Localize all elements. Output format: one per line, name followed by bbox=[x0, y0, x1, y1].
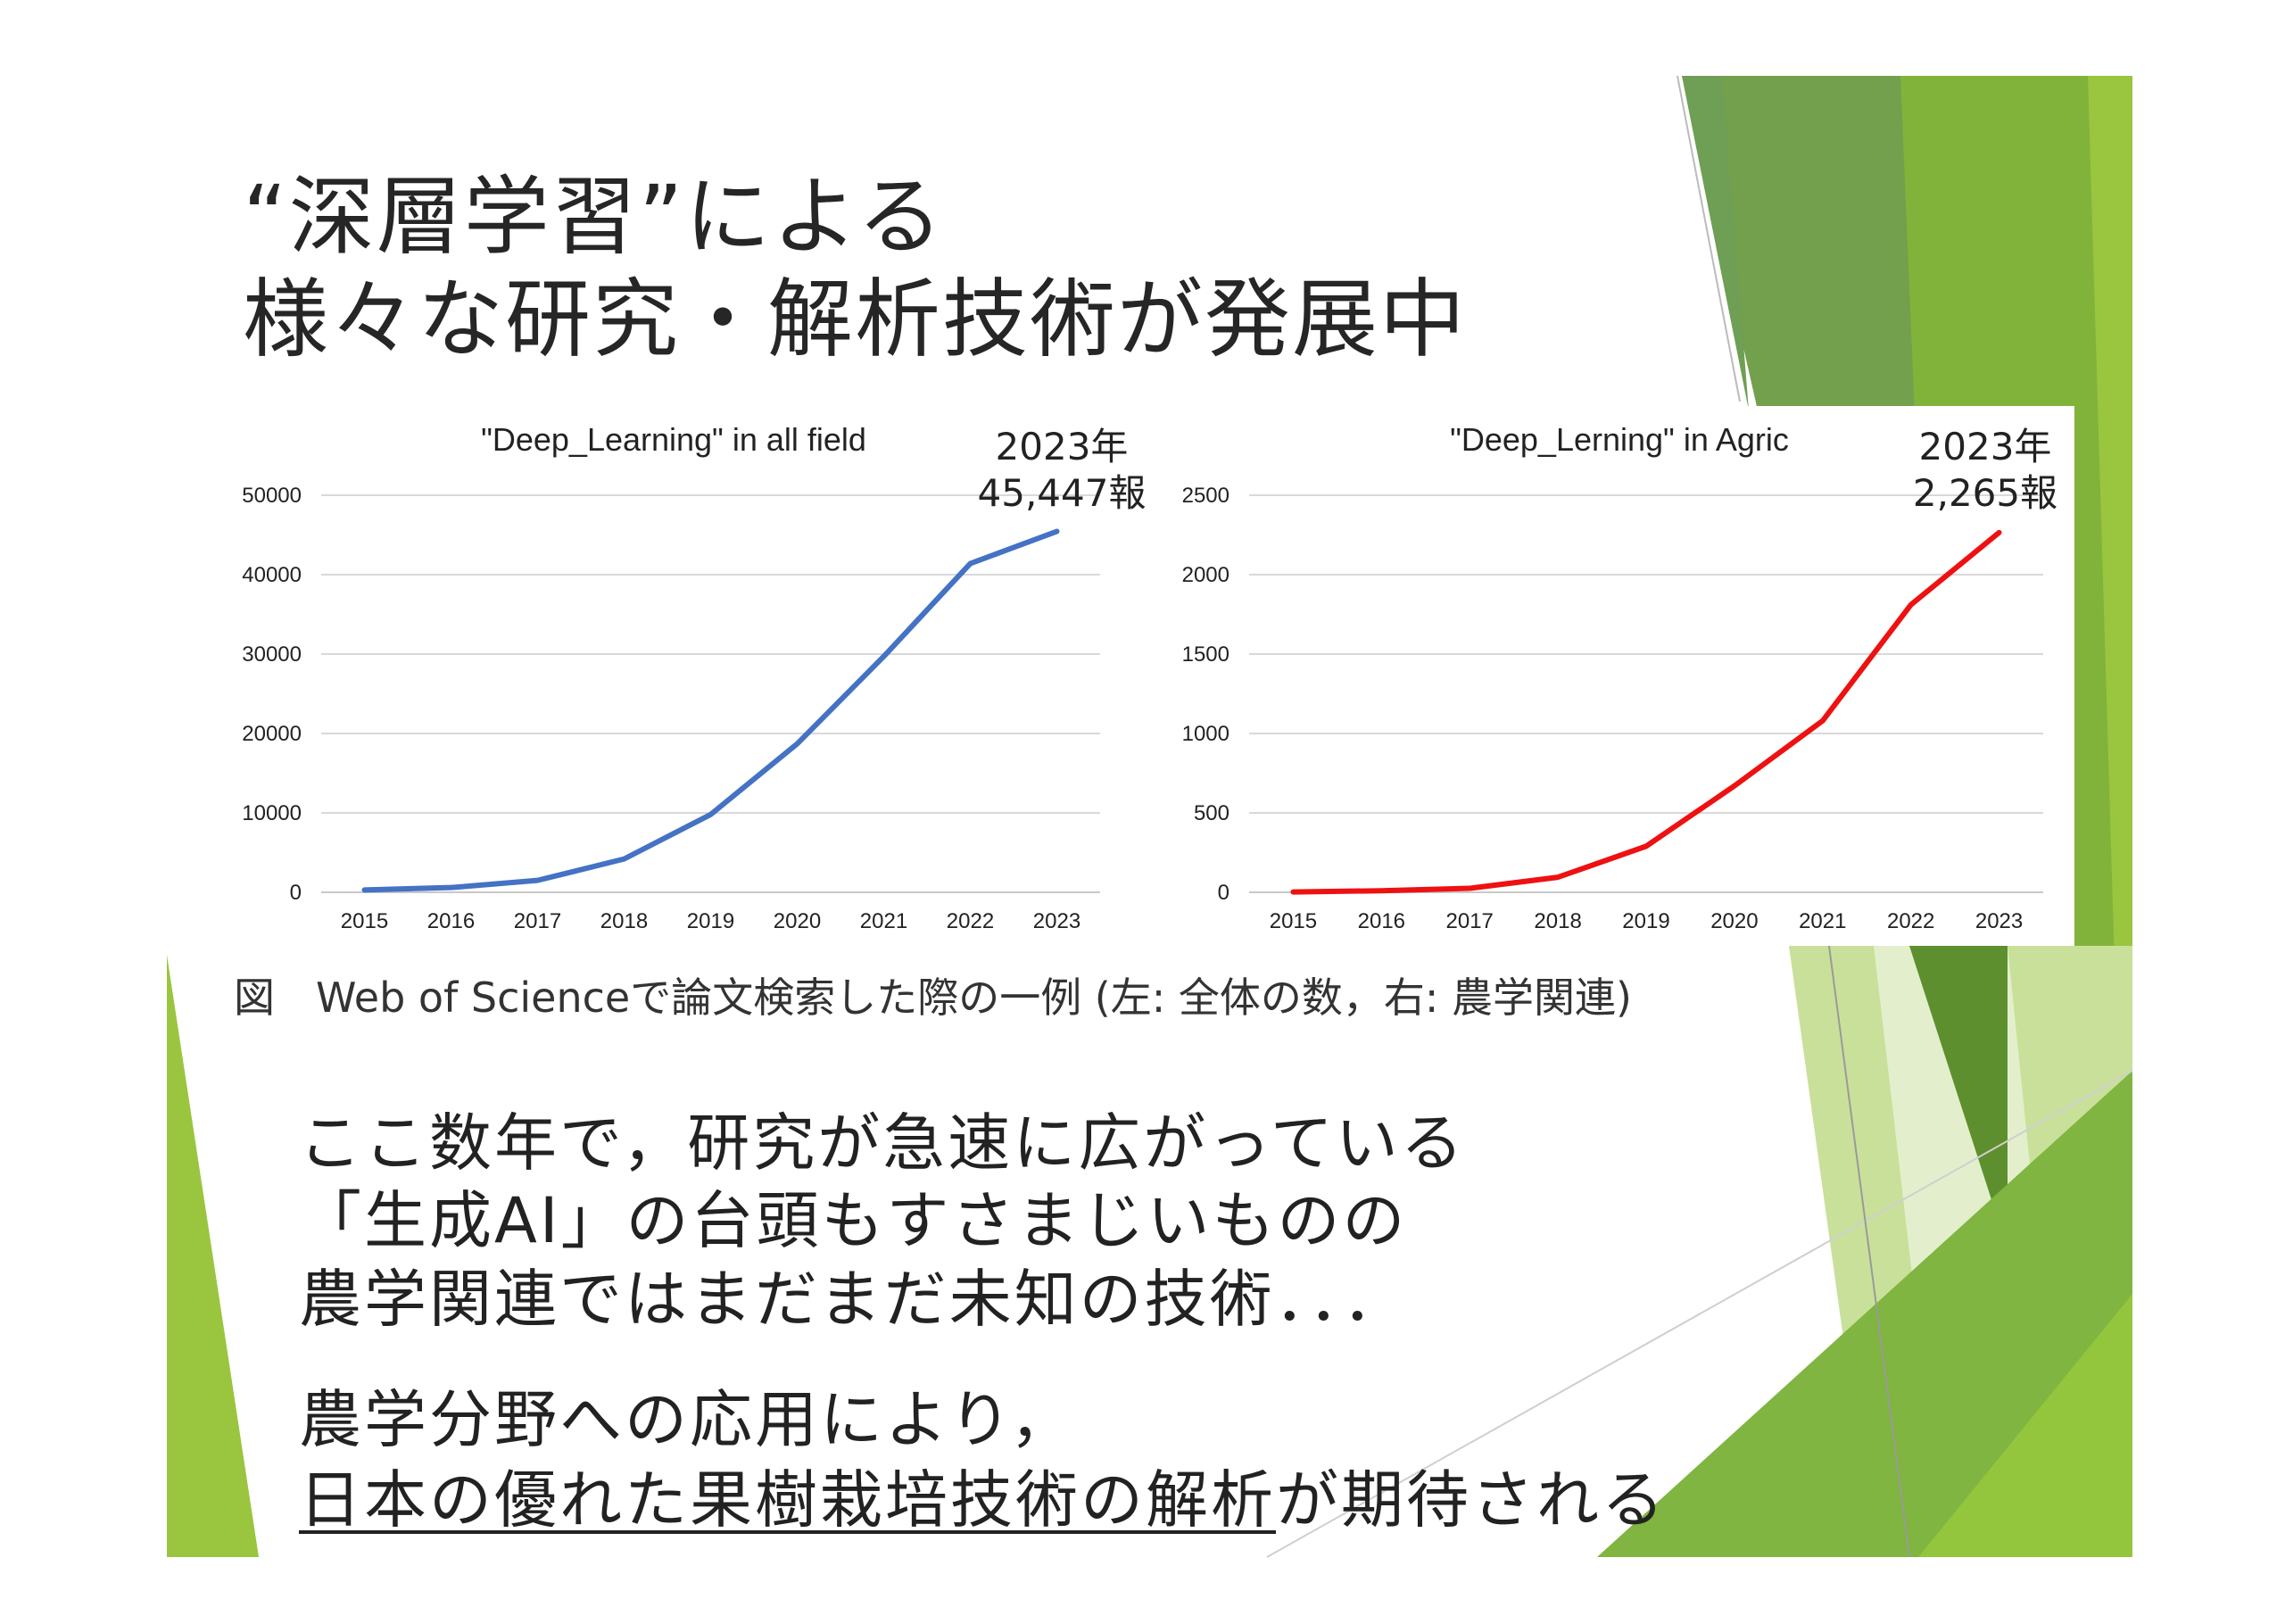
y-tick-label: 2500 bbox=[1182, 484, 1229, 508]
y-tick-label: 500 bbox=[1194, 801, 1229, 825]
x-tick-label: 2019 bbox=[1622, 909, 1669, 933]
deco-shape-bottom-large bbox=[1597, 1071, 2132, 1557]
deco-shape-dark-triangle bbox=[1909, 946, 2008, 1249]
x-tick-label: 2017 bbox=[1446, 909, 1494, 933]
deco-line-top bbox=[1676, 75, 1741, 402]
underlined-phrase: 日本の優れた果樹栽培技術の解析 bbox=[299, 1463, 1276, 1537]
chart-title: "Deep_Lerning" in Agric bbox=[1450, 421, 1789, 458]
body-line-1: ここ数年で，研究が急速に広がっている bbox=[299, 1106, 1466, 1180]
y-tick-label: 1500 bbox=[1182, 642, 1229, 667]
body-line-5: 日本の優れた果樹栽培技術の解析が期待される bbox=[299, 1450, 1667, 1540]
x-tick-label: 2021 bbox=[860, 909, 907, 933]
y-tick-label: 20000 bbox=[242, 722, 302, 746]
annotation-label: 2023年 bbox=[996, 425, 1129, 468]
line-chart-all-field: "Deep_Learning" in all field 0 10000 20000 3… bbox=[242, 421, 1147, 933]
x-tick-label: 2020 bbox=[1710, 909, 1758, 933]
series-line bbox=[1290, 529, 2002, 895]
x-tick-label: 2015 bbox=[1270, 909, 1317, 933]
annotation-label: 45,447報 bbox=[978, 471, 1147, 515]
x-tick-label: 2023 bbox=[1033, 909, 1080, 933]
deco-line-mid bbox=[1828, 945, 1910, 1558]
body-line-2: 「生成AI」の台頭もすさまじいものの bbox=[299, 1184, 1408, 1257]
x-tick-label: 2016 bbox=[1358, 909, 1405, 933]
x-tick-label: 2021 bbox=[1799, 909, 1846, 933]
body-line-3: 農学関連ではまだまだ未知の技術．．． bbox=[299, 1263, 1408, 1336]
x-tick-label: 2020 bbox=[774, 909, 821, 933]
y-tick-label: 10000 bbox=[242, 801, 302, 825]
x-tick-label: 2023 bbox=[1975, 909, 2023, 933]
x-tick-label: 2016 bbox=[427, 909, 475, 933]
body-line-4: 農学分野への応用により， bbox=[299, 1383, 1075, 1456]
annotation-label: 2023年 bbox=[1919, 425, 2052, 468]
annotation-label: 2,265報 bbox=[1913, 471, 2057, 515]
y-tick-label: 50000 bbox=[242, 484, 302, 508]
y-tick-label: 0 bbox=[290, 881, 302, 905]
y-tick-label: 0 bbox=[1218, 881, 1229, 905]
chart-title: "Deep_Learning" in all field bbox=[481, 421, 866, 458]
deco-shape-thin bbox=[1682, 76, 1749, 410]
deco-shape-left bbox=[167, 955, 259, 1557]
x-tick-label: 2018 bbox=[1534, 909, 1581, 933]
slide-title-line-1: “深層学習”による bbox=[243, 167, 945, 267]
deco-shape-bottom-small bbox=[1918, 1294, 2132, 1557]
x-tick-label: 2022 bbox=[1887, 909, 1934, 933]
x-tick-label: 2019 bbox=[687, 909, 734, 933]
y-tick-label: 30000 bbox=[242, 642, 302, 667]
series-line bbox=[361, 528, 1060, 893]
deco-line-bottom bbox=[1266, 1070, 2133, 1558]
chart-panel-all-field: "Deep_Learning" in all field 0 10000 20000 3… bbox=[219, 406, 1164, 950]
chart-panel-agric: "Deep_Lerning" in Agric 0 500 1000 1500 2000 2… bbox=[1164, 406, 2074, 946]
x-tick-label: 2022 bbox=[947, 909, 994, 933]
x-tick-label: 2015 bbox=[341, 909, 388, 933]
x-tick-label: 2017 bbox=[514, 909, 561, 933]
body-line-5-rest: が期待される bbox=[1276, 1463, 1667, 1537]
y-tick-label: 2000 bbox=[1182, 563, 1229, 587]
line-chart-agric: "Deep_Lerning" in Agric 0 500 1000 1500 2000 2… bbox=[1182, 421, 2058, 933]
x-tick-label: 2018 bbox=[600, 909, 648, 933]
figure-caption: 図 Web of Scienceで論文検索した際の一例 (左: 全体の数，右: … bbox=[234, 974, 1632, 1022]
slide-title-line-2: 様々な研究・解析技術が発展中 bbox=[243, 269, 1467, 369]
y-tick-label: 1000 bbox=[1182, 722, 1229, 746]
y-tick-label: 40000 bbox=[242, 563, 302, 587]
